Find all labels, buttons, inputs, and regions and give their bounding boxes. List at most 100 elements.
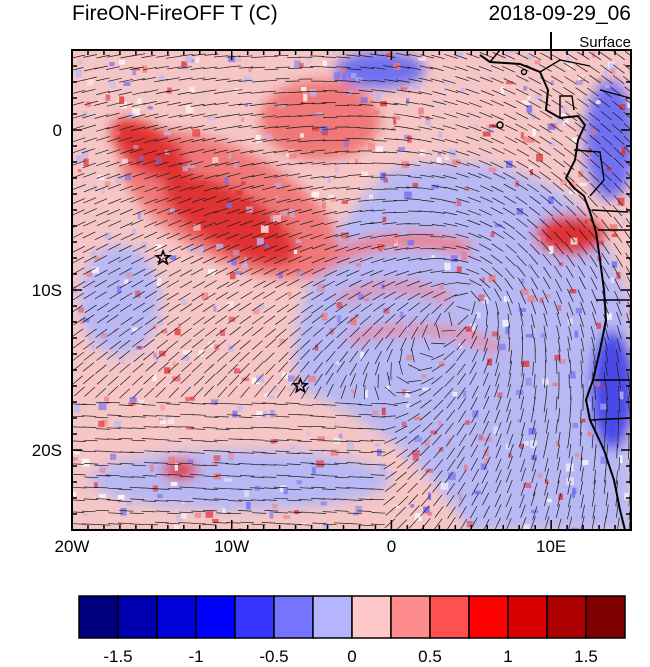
wind-vector xyxy=(191,53,206,56)
wind-vector xyxy=(190,91,205,95)
field-cell xyxy=(350,318,356,325)
wind-vector xyxy=(505,493,512,508)
wind-vector xyxy=(565,135,577,145)
field-cell xyxy=(332,50,336,54)
wind-vector xyxy=(95,401,110,404)
wind-vector xyxy=(530,277,539,290)
wind-vector xyxy=(580,467,584,482)
wind-vector xyxy=(348,210,363,214)
field-cell xyxy=(627,101,631,108)
wind-vector xyxy=(335,186,350,189)
wind-vector xyxy=(117,115,132,120)
wind-vector xyxy=(299,339,311,350)
wind-vector xyxy=(180,327,192,337)
field-cell xyxy=(502,266,510,274)
field-cell xyxy=(581,460,589,465)
wind-vector xyxy=(142,415,157,417)
wind-vector xyxy=(495,504,502,518)
field-cell xyxy=(119,96,125,105)
wind-vector xyxy=(214,66,229,70)
wind-vector xyxy=(395,270,410,276)
wind-vector xyxy=(555,504,561,518)
field-cell xyxy=(212,157,219,164)
wind-vector xyxy=(517,243,529,254)
field-cell xyxy=(156,278,162,286)
wind-vector xyxy=(275,138,290,141)
field-cell xyxy=(336,302,343,309)
wind-vector xyxy=(203,475,219,478)
field-cell xyxy=(181,500,185,504)
field-cell xyxy=(421,412,425,420)
colorbar-box xyxy=(78,595,119,639)
wind-vector xyxy=(430,235,445,238)
wind-vector xyxy=(262,102,277,105)
wind-vector xyxy=(94,255,107,263)
field-cell xyxy=(105,94,111,101)
wind-vector xyxy=(520,396,525,410)
wind-vector xyxy=(580,337,585,352)
wind-vector xyxy=(120,303,133,312)
field-cell xyxy=(597,509,606,517)
wind-vector xyxy=(299,161,313,165)
wind-vector xyxy=(396,482,408,493)
field-cell xyxy=(596,381,601,387)
wind-vector xyxy=(531,288,539,302)
wind-vector xyxy=(486,311,488,326)
field-cell xyxy=(437,151,442,156)
wind-vector xyxy=(203,186,218,192)
field-cell xyxy=(525,334,533,338)
wind-vector xyxy=(384,518,396,529)
plot-title: FireON-FireOFF T (C) xyxy=(72,2,278,25)
wind-vector xyxy=(225,161,240,166)
wind-vector xyxy=(229,339,241,350)
wind-vector xyxy=(142,76,157,81)
wind-vector xyxy=(286,278,300,287)
wind-vector xyxy=(229,351,241,362)
wind-vector xyxy=(108,89,122,93)
wind-vector xyxy=(508,337,511,352)
wind-vector xyxy=(97,302,110,311)
wind-vector xyxy=(360,280,374,288)
wind-vector xyxy=(589,266,598,279)
wind-vector xyxy=(492,230,505,239)
wind-vector xyxy=(577,289,584,303)
field-cell xyxy=(521,100,530,106)
wind-vector xyxy=(333,522,348,524)
wind-vector xyxy=(190,257,204,265)
wind-vector xyxy=(252,138,267,142)
wind-vector xyxy=(494,409,501,424)
wind-vector xyxy=(484,432,491,446)
wind-vector xyxy=(588,147,600,158)
wind-vector xyxy=(371,198,386,201)
wind-vector xyxy=(601,242,610,255)
wind-vector xyxy=(516,218,528,228)
wind-vector xyxy=(239,427,254,430)
field-cell xyxy=(548,245,554,254)
wind-vector xyxy=(369,221,384,225)
field-cell xyxy=(594,507,600,511)
wind-vector xyxy=(551,75,564,84)
x-axis-labels: 20W 10W 0 10E xyxy=(55,537,567,556)
wind-vector xyxy=(336,223,350,228)
wind-vector xyxy=(276,304,289,313)
wind-vector xyxy=(94,291,107,300)
wind-vector xyxy=(322,162,337,165)
wind-vector xyxy=(594,385,596,401)
field-cell xyxy=(523,260,527,267)
wind-vector xyxy=(482,288,491,301)
wind-vector xyxy=(588,171,600,182)
field-cell xyxy=(161,329,168,334)
wind-vector xyxy=(81,510,96,513)
field-cell xyxy=(482,297,489,304)
wind-vector xyxy=(214,102,229,106)
wind-vector xyxy=(287,209,302,214)
wind-vector xyxy=(471,325,478,339)
wind-vector xyxy=(614,290,621,304)
field-cell xyxy=(480,463,487,471)
field-cell xyxy=(546,498,552,503)
field-cell xyxy=(108,80,117,88)
wind-vector xyxy=(156,232,170,240)
field-cell xyxy=(257,305,264,310)
wind-vector xyxy=(299,125,314,128)
field-cell xyxy=(580,167,587,171)
